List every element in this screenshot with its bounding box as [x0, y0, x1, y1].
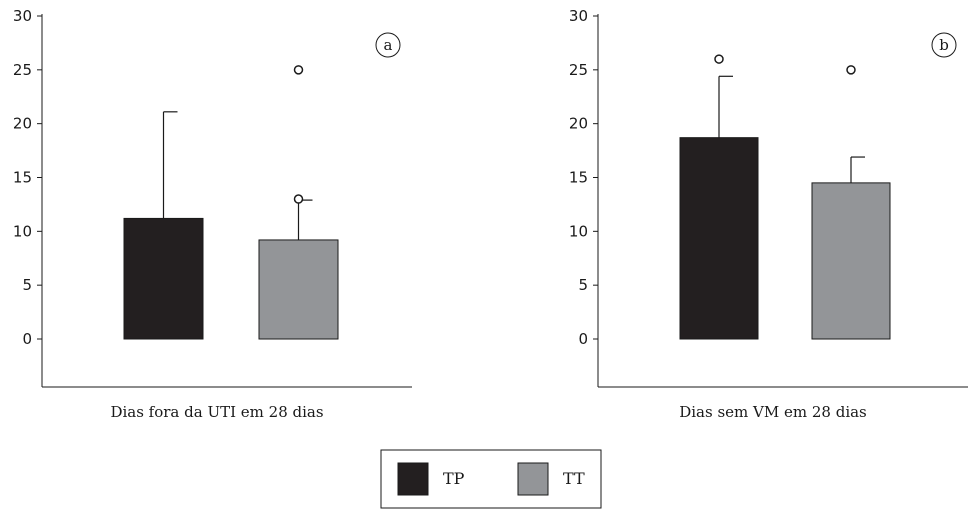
y-tick-label-a: 20 [13, 115, 32, 133]
panel-label-a: a [384, 36, 393, 54]
bar-tt-b [812, 183, 890, 339]
panel-label-b: b [939, 36, 949, 54]
y-tick-label-b: 20 [569, 115, 588, 133]
bar-tp-b [680, 138, 758, 339]
chart-panel-a: 0 5 10 15 20 25 30 Dias fora da UTI em 28 dias a [13, 7, 412, 421]
y-tick-label-b: 30 [569, 7, 588, 25]
y-tick-label-b: 5 [578, 276, 588, 294]
y-tick-label-b: 15 [569, 169, 588, 187]
chart-panel-b: 0 5 10 15 20 25 30 Dias sem VM em 28 dias b [569, 7, 968, 421]
y-tick-label-b: 0 [578, 330, 588, 348]
outlier-point-tp-b [715, 55, 723, 63]
x-axis-label-a: Dias fora da UTI em 28 dias [110, 403, 323, 421]
bar-tp-a [124, 218, 203, 339]
outlier-point-tt-a [295, 66, 303, 74]
y-tick-label-a: 0 [22, 330, 32, 348]
legend-swatch-tt [518, 463, 548, 495]
x-axis-label-b: Dias sem VM em 28 dias [679, 403, 867, 421]
bar-tt-a [259, 240, 338, 339]
y-tick-label-a: 10 [13, 222, 32, 240]
y-tick-label-b: 10 [569, 222, 588, 240]
legend-label-tp: TP [443, 469, 465, 488]
legend-swatch-tp [398, 463, 428, 495]
y-tick-label-a: 5 [22, 276, 32, 294]
legend-label-tt: TT [563, 469, 585, 488]
outlier-point-tt-b [847, 66, 855, 74]
y-tick-label-b: 25 [569, 61, 588, 79]
y-tick-label-a: 25 [13, 61, 32, 79]
y-tick-label-a: 15 [13, 169, 32, 187]
legend: TP TT [381, 450, 601, 508]
outlier-point-tt-a [295, 195, 303, 203]
y-tick-label-a: 30 [13, 7, 32, 25]
